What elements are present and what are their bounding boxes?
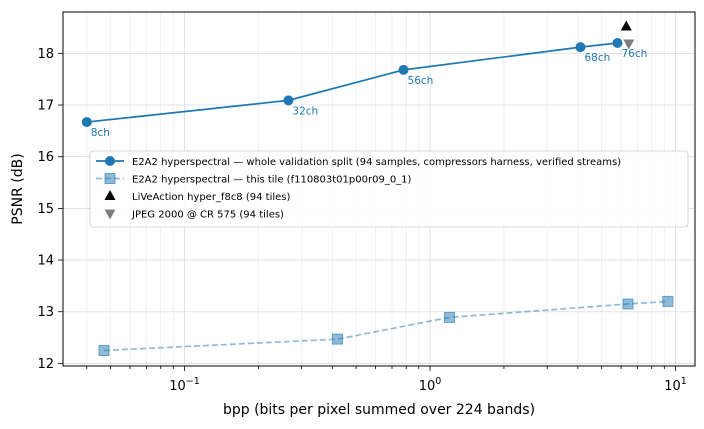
- data-point: [620, 20, 632, 31]
- axes: 12 13 14 15 16 17 18 10−1 100 101: [37, 11, 696, 394]
- legend-label: LiVeAction hyper_f8c8 (94 tiles): [132, 192, 290, 203]
- data-point: [612, 38, 623, 49]
- legend-item: JPEG 2000 @ CR 575 (94 tiles): [104, 209, 284, 220]
- y-tick-label: 14: [37, 254, 54, 269]
- data-point: [443, 311, 455, 323]
- x-tick-label: 101: [664, 376, 687, 394]
- y-tick-label: 17: [37, 99, 54, 114]
- series-4: [623, 39, 635, 50]
- x-tick-label: 10−1: [169, 376, 200, 394]
- y-tick-label: 15: [37, 202, 54, 217]
- point-label: 56ch: [408, 75, 434, 87]
- plot-series: 8ch 32ch 56ch 68ch 76ch: [81, 20, 674, 356]
- legend-item: E2A2 hyperspectral — whole validation sp…: [96, 156, 621, 168]
- point-label: 68ch: [584, 52, 610, 64]
- point-label: 32ch: [292, 105, 318, 117]
- plot-frame: [62, 11, 696, 367]
- legend-marker: [105, 156, 115, 166]
- legend-marker: [104, 209, 116, 220]
- series-line: [103, 300, 668, 352]
- series-2: [98, 295, 674, 356]
- series-line: [86, 42, 618, 123]
- y-tick-label: 18: [37, 47, 54, 62]
- x-axis-label: bpp (bits per pixel summed over 224 band…: [223, 402, 535, 418]
- legend-marker: [104, 173, 116, 184]
- data-point: [622, 298, 634, 310]
- x-tick-label: 100: [419, 376, 442, 394]
- y-tick-label: 16: [37, 150, 54, 165]
- y-axis-label: PSNR (dB): [10, 153, 26, 224]
- y-tick-label: 12: [37, 357, 54, 372]
- point-label: 8ch: [91, 127, 110, 139]
- legend-item: LiVeAction hyper_f8c8 (94 tiles): [104, 190, 290, 203]
- data-point: [662, 295, 674, 307]
- legend-box: [89, 150, 689, 228]
- series-3: [620, 20, 632, 31]
- data-point: [575, 42, 586, 53]
- legend-label: E2A2 hyperspectral — this tile (f110803t…: [132, 174, 412, 185]
- legend-marker: [104, 190, 116, 200]
- legend-label: E2A2 hyperspectral — whole validation sp…: [132, 157, 621, 168]
- data-point: [283, 95, 294, 106]
- data-point: [623, 39, 635, 50]
- legend: E2A2 hyperspectral — whole validation sp…: [89, 150, 689, 228]
- y-tick-label: 13: [37, 305, 54, 320]
- data-point: [98, 344, 110, 356]
- series-1: 8ch 32ch 56ch 68ch 76ch: [81, 38, 647, 139]
- legend-label: JPEG 2000 @ CR 575 (94 tiles): [131, 209, 284, 220]
- data-point: [332, 333, 344, 345]
- point-label: 76ch: [621, 48, 647, 60]
- data-point: [81, 117, 92, 128]
- data-point: [398, 64, 409, 75]
- legend-item: E2A2 hyperspectral — this tile (f110803t…: [96, 173, 412, 185]
